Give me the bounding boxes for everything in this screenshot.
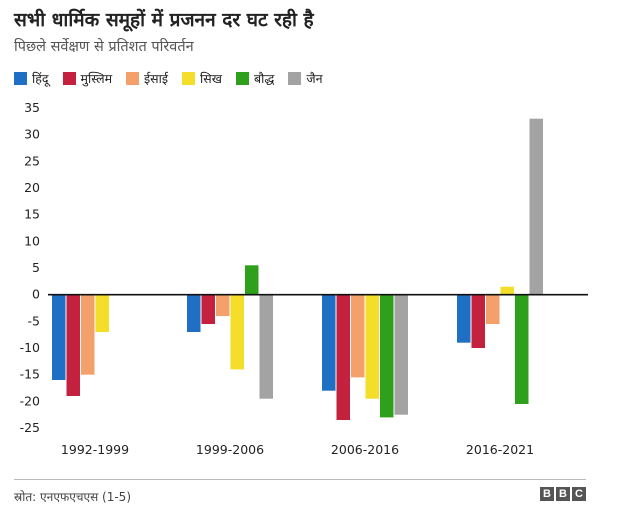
- y-tick-label: -20: [20, 393, 40, 408]
- bar: [322, 294, 336, 391]
- bar: [245, 265, 259, 295]
- logo-letter: B: [540, 487, 554, 501]
- bar: [216, 294, 230, 316]
- bar: [230, 294, 244, 370]
- bar: [187, 294, 201, 332]
- bar: [457, 294, 471, 343]
- source-note: स्रोत: एनएफएचएस (1-5): [14, 490, 132, 504]
- y-tick-label: -25: [20, 420, 40, 435]
- bar: [201, 294, 215, 324]
- chart-subtitle: पिछले सर्वेक्षण से प्रतिशत परिवर्तन: [14, 39, 194, 55]
- bbc-logo: B B C: [540, 487, 586, 501]
- y-tick-label: 5: [32, 260, 40, 275]
- bar: [529, 118, 543, 295]
- bar: [500, 286, 514, 295]
- legend-label: मुस्लिम: [80, 71, 113, 86]
- legend-label: बौद्ध: [253, 71, 275, 86]
- legend-swatch: [62, 72, 76, 85]
- bar: [95, 294, 109, 332]
- y-tick-label: 20: [24, 180, 40, 195]
- bar: [486, 294, 500, 324]
- legend-swatch: [126, 72, 140, 85]
- y-tick-label: 10: [24, 233, 40, 248]
- bar: [259, 294, 273, 399]
- legend-swatch: [235, 72, 249, 85]
- logo-letter: C: [572, 487, 586, 501]
- bar: [52, 294, 66, 380]
- x-tick-label: 1999-2006: [196, 442, 264, 457]
- legend-item: मुस्लिम: [62, 70, 113, 87]
- legend-label: जैन: [306, 71, 323, 86]
- y-tick-label: -15: [20, 367, 40, 382]
- legend-label: सिख: [200, 71, 222, 86]
- legend-item: हिंदू: [14, 70, 49, 87]
- bar: [365, 294, 379, 399]
- bar: [351, 294, 365, 378]
- x-tick-label: 1992-1999: [61, 442, 129, 457]
- bar: [394, 294, 408, 415]
- legend-item: सिख: [182, 70, 222, 87]
- legend-item: ईसाई: [126, 70, 168, 87]
- legend-swatch: [182, 72, 196, 85]
- x-tick-label: 2006-2016: [331, 442, 399, 457]
- y-tick-label: 0: [32, 287, 40, 302]
- chart-legend: हिंदू मुस्लिम ईसाई सिख बौद्ध जैन: [14, 70, 323, 87]
- y-tick-label: 35: [24, 100, 40, 115]
- y-tick-label: 30: [24, 127, 40, 142]
- logo-letter: B: [556, 487, 570, 501]
- bar: [81, 294, 95, 375]
- bar: [380, 294, 394, 418]
- bar: [66, 294, 80, 396]
- y-tick-label: -10: [20, 340, 40, 355]
- legend-label: ईसाई: [144, 71, 169, 86]
- x-tick-label: 2016-2021: [466, 442, 534, 457]
- y-tick-label: 25: [24, 153, 40, 168]
- bar: [471, 294, 485, 348]
- footer-divider: [14, 479, 586, 480]
- legend-item: बौद्ध: [235, 70, 275, 87]
- bar: [515, 294, 529, 404]
- y-tick-label: -5: [28, 313, 40, 328]
- chart-title: सभी धार्मिक समूहों में प्रजनन दर घट रही …: [14, 9, 314, 31]
- legend-label: हिंदू: [32, 71, 49, 86]
- bar-chart: -25 -20 -15 -10 -5 0 5 10 15 20 25 30 35 1992-1999 199…: [20, 100, 588, 457]
- y-tick-label: 15: [24, 207, 40, 222]
- legend-swatch: [288, 72, 302, 85]
- legend-swatch: [14, 72, 27, 85]
- legend-item: जैन: [288, 70, 323, 87]
- bar: [336, 294, 350, 420]
